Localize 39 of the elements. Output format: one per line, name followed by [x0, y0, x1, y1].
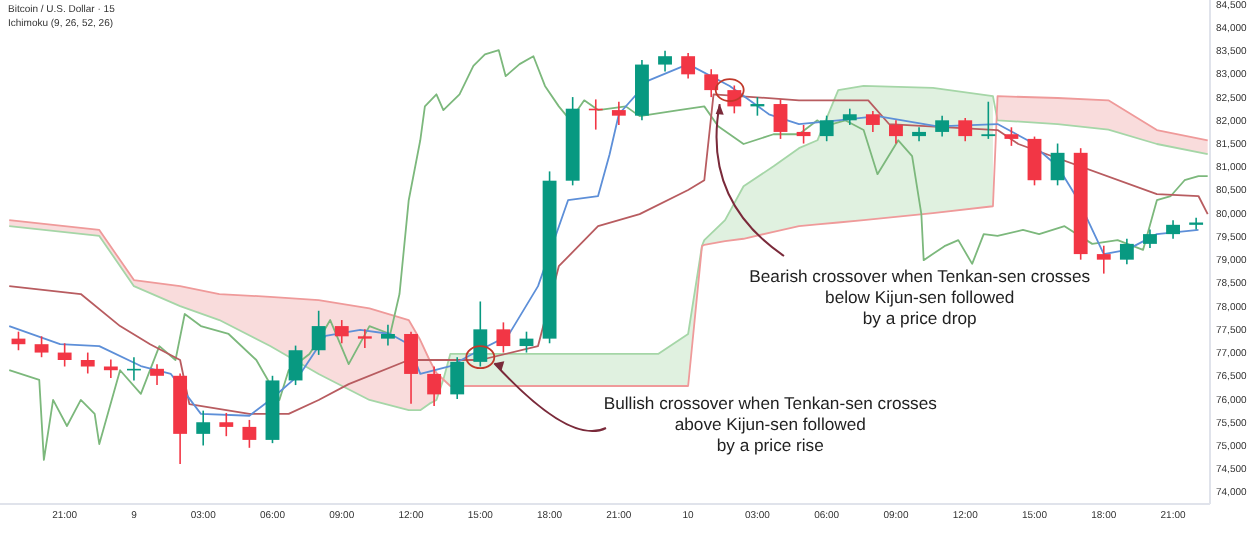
candlestick [34, 335, 49, 359]
candlestick [473, 300, 488, 368]
candlestick [1004, 126, 1019, 147]
candlestick [150, 363, 164, 386]
candlestick [819, 114, 834, 143]
candlestick [796, 124, 811, 145]
candlestick [311, 309, 326, 356]
candlestick [889, 119, 903, 145]
candlestick [1119, 237, 1134, 266]
candlestick [80, 351, 95, 375]
candlestick [681, 52, 696, 80]
candlestick [334, 319, 349, 345]
candlestick [1096, 244, 1111, 275]
candlestick [450, 356, 465, 400]
candlestick [404, 330, 418, 405]
candlestick [381, 323, 395, 347]
candlestick [288, 344, 303, 386]
annotation: Bearish crossover when Tenkan-sen crosses below Kijun-sen followed by a price drop [749, 266, 1091, 329]
candlestick [496, 321, 511, 354]
candlestick [981, 100, 996, 140]
candlestick [1050, 142, 1065, 187]
candlestick [773, 98, 788, 140]
candlestick [958, 117, 973, 143]
annotation: Bullish crossover when Tenkan-sen crosses above Kijun-sen followed by a price rise [603, 393, 937, 456]
candlestick [196, 409, 211, 447]
candlestick [912, 126, 926, 143]
candlestick [935, 114, 950, 138]
candlestick [219, 412, 234, 437]
candlestick [704, 68, 719, 98]
candlestick [611, 100, 626, 126]
candlestick [865, 110, 880, 133]
candlestick [57, 342, 72, 368]
candlestick [1143, 228, 1157, 249]
candlestick [357, 328, 372, 349]
candlestick [658, 49, 672, 73]
candlestick [1027, 135, 1042, 187]
candlestick [427, 365, 442, 407]
candlestick [1166, 219, 1180, 240]
candlestick [242, 419, 257, 449]
